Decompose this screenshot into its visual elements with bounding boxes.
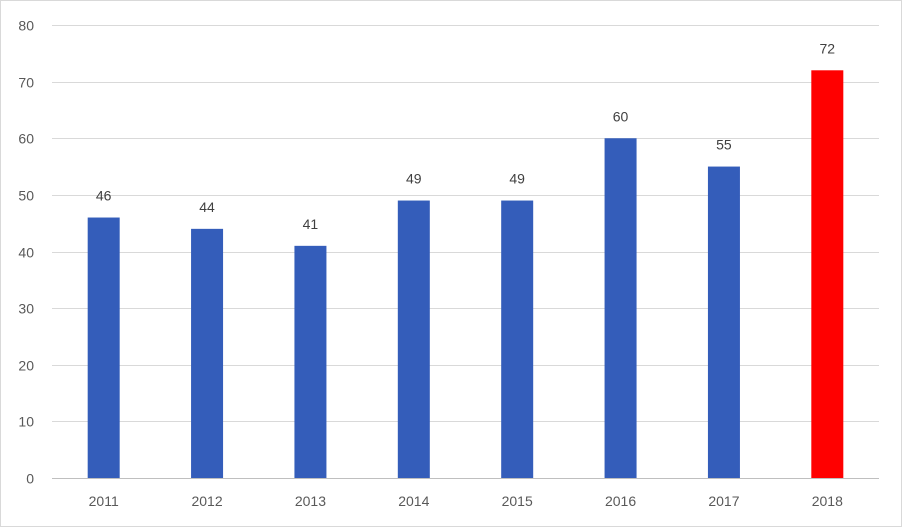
bar-value-label-2018: 72 [820,40,836,56]
x-tick-label-2017: 2017 [708,493,739,509]
bar-2013 [294,245,327,478]
x-tick-label-2015: 2015 [502,493,533,509]
bar-value-labels: 46 44 41 49 49 60 55 72 [96,40,835,232]
x-tick-label-2016: 2016 [605,493,636,509]
bar-value-label-2017: 55 [716,137,732,153]
bar-2011 [87,217,120,478]
y-tick-label: 0 [26,471,34,487]
bar-value-label-2013: 41 [303,216,319,232]
y-tick-label: 50 [18,188,34,204]
x-axis-tick-labels: 2011 2012 2013 2014 2015 2016 2017 2018 [89,493,843,509]
x-tick-label-2012: 2012 [191,493,222,509]
bar-2014 [397,200,430,478]
bar-value-label-2012: 44 [199,199,215,215]
bar-2018 [811,70,844,479]
bar-2017 [707,166,740,478]
bars [87,70,844,479]
y-tick-label: 80 [18,18,34,34]
bar-value-label-2011: 46 [96,188,112,204]
y-tick-label: 60 [18,131,34,147]
bar-value-label-2015: 49 [509,171,525,187]
x-tick-label-2013: 2013 [295,493,326,509]
bar-2012 [191,228,224,478]
y-tick-label: 30 [18,301,34,317]
bar-value-label-2016: 60 [613,108,629,124]
y-tick-label: 70 [18,75,34,91]
bar-value-label-2014: 49 [406,171,422,187]
bar-2015 [501,200,534,478]
x-tick-label-2011: 2011 [89,493,119,509]
y-tick-label: 10 [18,414,34,430]
x-tick-label-2014: 2014 [398,493,429,509]
y-axis-tick-labels: 0 10 20 30 40 50 60 70 80 [18,18,34,487]
x-tick-label-2018: 2018 [812,493,843,509]
y-tick-label: 20 [18,358,34,374]
y-tick-label: 40 [18,245,34,261]
gridlines [52,25,879,479]
bar-2016 [604,138,637,478]
